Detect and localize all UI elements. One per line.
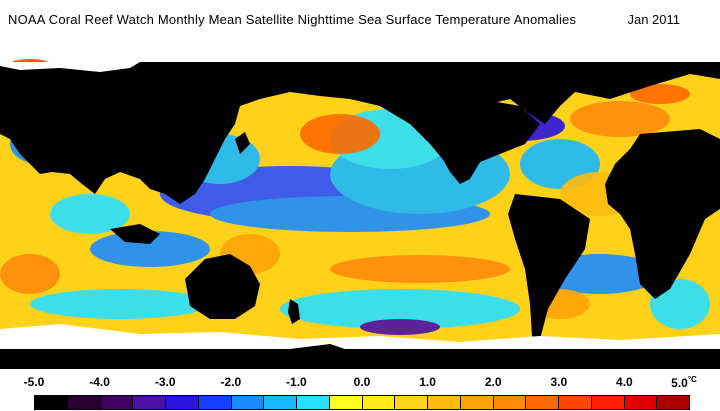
colorbar-swatch xyxy=(460,396,494,409)
legend-tick: -5.0 xyxy=(23,375,45,389)
map-date: Jan 2011 xyxy=(627,12,680,27)
landmasses xyxy=(0,62,720,339)
sst-anomaly-map xyxy=(0,44,720,369)
legend-tick: -3.0 xyxy=(154,375,176,389)
asia-europe xyxy=(0,62,720,204)
colorbar-swatch xyxy=(428,396,461,409)
africa xyxy=(605,129,720,299)
legend-tick-labels: -5.0 -4.0 -3.0 -2.0 -1.0 0.0 1.0 2.0 3.0… xyxy=(0,375,720,391)
legend-unit: °C xyxy=(687,375,697,384)
colorbar-swatch xyxy=(329,396,363,409)
colorbar-swatch xyxy=(67,396,101,409)
colorbar-swatch xyxy=(591,396,625,409)
legend-tick-last: 5.0°C xyxy=(659,375,709,390)
legend-tick: 0.0 xyxy=(353,375,371,389)
colorbar-swatch xyxy=(657,396,689,409)
legend-tick: -2.0 xyxy=(220,375,242,389)
new-zealand xyxy=(288,299,300,324)
colorbar-swatch xyxy=(133,396,166,409)
color-legend: -5.0 -4.0 -3.0 -2.0 -1.0 0.0 1.0 2.0 3.0… xyxy=(0,369,720,411)
colorbar-swatch xyxy=(526,396,559,409)
legend-tick: -1.0 xyxy=(286,375,307,389)
colorbar-swatch xyxy=(100,396,134,409)
legend-tick-value: 5.0 xyxy=(671,376,688,390)
japan xyxy=(235,132,250,154)
colorbar-swatch xyxy=(264,396,297,409)
colorbar xyxy=(34,395,690,410)
legend-tick: 3.0 xyxy=(550,375,568,389)
antarctica xyxy=(0,344,720,369)
australia xyxy=(185,254,260,319)
colorbar-swatch xyxy=(166,396,199,409)
map-title: NOAA Coral Reef Watch Monthly Mean Satel… xyxy=(8,12,577,27)
colorbar-swatch xyxy=(35,396,68,409)
legend-tick: -4.0 xyxy=(89,375,110,389)
colorbar-swatch xyxy=(493,396,527,409)
colorbar-swatch xyxy=(297,396,330,409)
legend-tick: 2.0 xyxy=(484,375,502,389)
legend-tick: 4.0 xyxy=(616,375,633,389)
colorbar-swatch xyxy=(559,396,592,409)
north-america xyxy=(430,99,540,184)
colorbar-swatch xyxy=(198,396,232,409)
colorbar-swatch xyxy=(624,396,658,409)
indonesia xyxy=(110,224,160,244)
title-bar: NOAA Coral Reef Watch Monthly Mean Satel… xyxy=(0,0,720,44)
greenland xyxy=(560,62,610,94)
colorbar-swatch xyxy=(231,396,265,409)
colorbar-swatch xyxy=(362,396,396,409)
world-map-svg xyxy=(0,44,720,369)
legend-tick: 1.0 xyxy=(419,375,436,389)
south-america xyxy=(508,194,590,339)
colorbar-swatch xyxy=(395,396,428,409)
